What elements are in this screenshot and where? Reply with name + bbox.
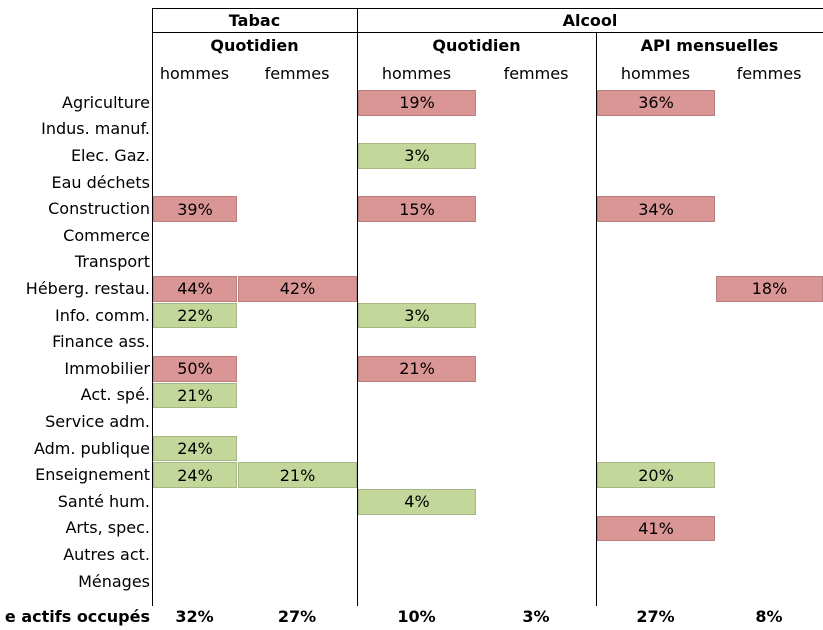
cell: 24% [153, 435, 237, 462]
border [357, 8, 358, 606]
row-label: Enseignement [35, 465, 150, 485]
row-label: Service adm. [45, 411, 150, 431]
cell: 50% [153, 356, 237, 382]
cell: 18% [716, 276, 823, 302]
cell: 22% [153, 302, 237, 329]
column-header: femmes [503, 64, 569, 83]
cell: 21% [238, 462, 357, 488]
column-header: femmes [736, 64, 802, 83]
border [152, 8, 153, 606]
cell: 21% [153, 382, 237, 409]
row-label: Santé hum. [57, 491, 150, 511]
row-label: Eau déchets [51, 172, 150, 192]
cell: 39% [153, 196, 237, 222]
subgroup-header: Quotidien [432, 36, 521, 55]
footer-cell: 27% [277, 606, 317, 626]
subgroup-header: API mensuelles [640, 36, 779, 55]
cell: 24% [153, 462, 237, 488]
row-label: Agriculture [62, 92, 150, 112]
cell: 15% [358, 196, 476, 222]
cell: 3% [358, 302, 476, 329]
cell: 34% [597, 196, 715, 222]
row-label: Immobilier [64, 358, 150, 378]
border [152, 8, 823, 9]
row-label: Adm. publique [33, 438, 150, 458]
row-label: Indus. manuf. [41, 119, 150, 139]
row-label: Autres act. [63, 544, 150, 564]
cell: 20% [597, 462, 715, 488]
row-label: Transport [74, 252, 150, 272]
cell: 21% [358, 356, 476, 382]
cell: 36% [597, 90, 715, 116]
row-label: Commerce [63, 225, 150, 245]
cell: 42% [238, 276, 357, 302]
border [152, 32, 823, 33]
row-label: Héberg. restau. [25, 278, 150, 298]
column-header: hommes [381, 64, 452, 83]
row-label: Construction [48, 199, 150, 219]
footer-cell: 32% [175, 606, 214, 626]
row-label: Ménages [78, 571, 150, 591]
footer-cell: 3% [522, 606, 550, 626]
footer-cell: 10% [397, 606, 436, 626]
row-label: Elec. Gaz. [70, 145, 150, 165]
cell: 4% [358, 489, 476, 515]
group-header: Alcool [562, 10, 618, 30]
row-label: Act. spé. [80, 385, 150, 405]
footer-cell: 8% [755, 606, 783, 626]
column-header: hommes [620, 64, 691, 83]
group-header: Tabac [228, 10, 281, 30]
cell: 19% [358, 90, 476, 116]
border [596, 32, 597, 606]
row-label: Info. comm. [54, 305, 150, 325]
row-label: Arts, spec. [65, 518, 150, 538]
column-header: hommes [159, 64, 230, 83]
cell: 3% [358, 143, 476, 169]
subgroup-header: Quotidien [210, 36, 299, 55]
footer-cell: 27% [636, 606, 675, 626]
row-label: Finance ass. [52, 332, 150, 352]
cell: 41% [597, 515, 715, 542]
footer-label: e actifs occupés [4, 606, 150, 626]
column-header: femmes [264, 64, 330, 83]
cell: 44% [153, 276, 237, 302]
